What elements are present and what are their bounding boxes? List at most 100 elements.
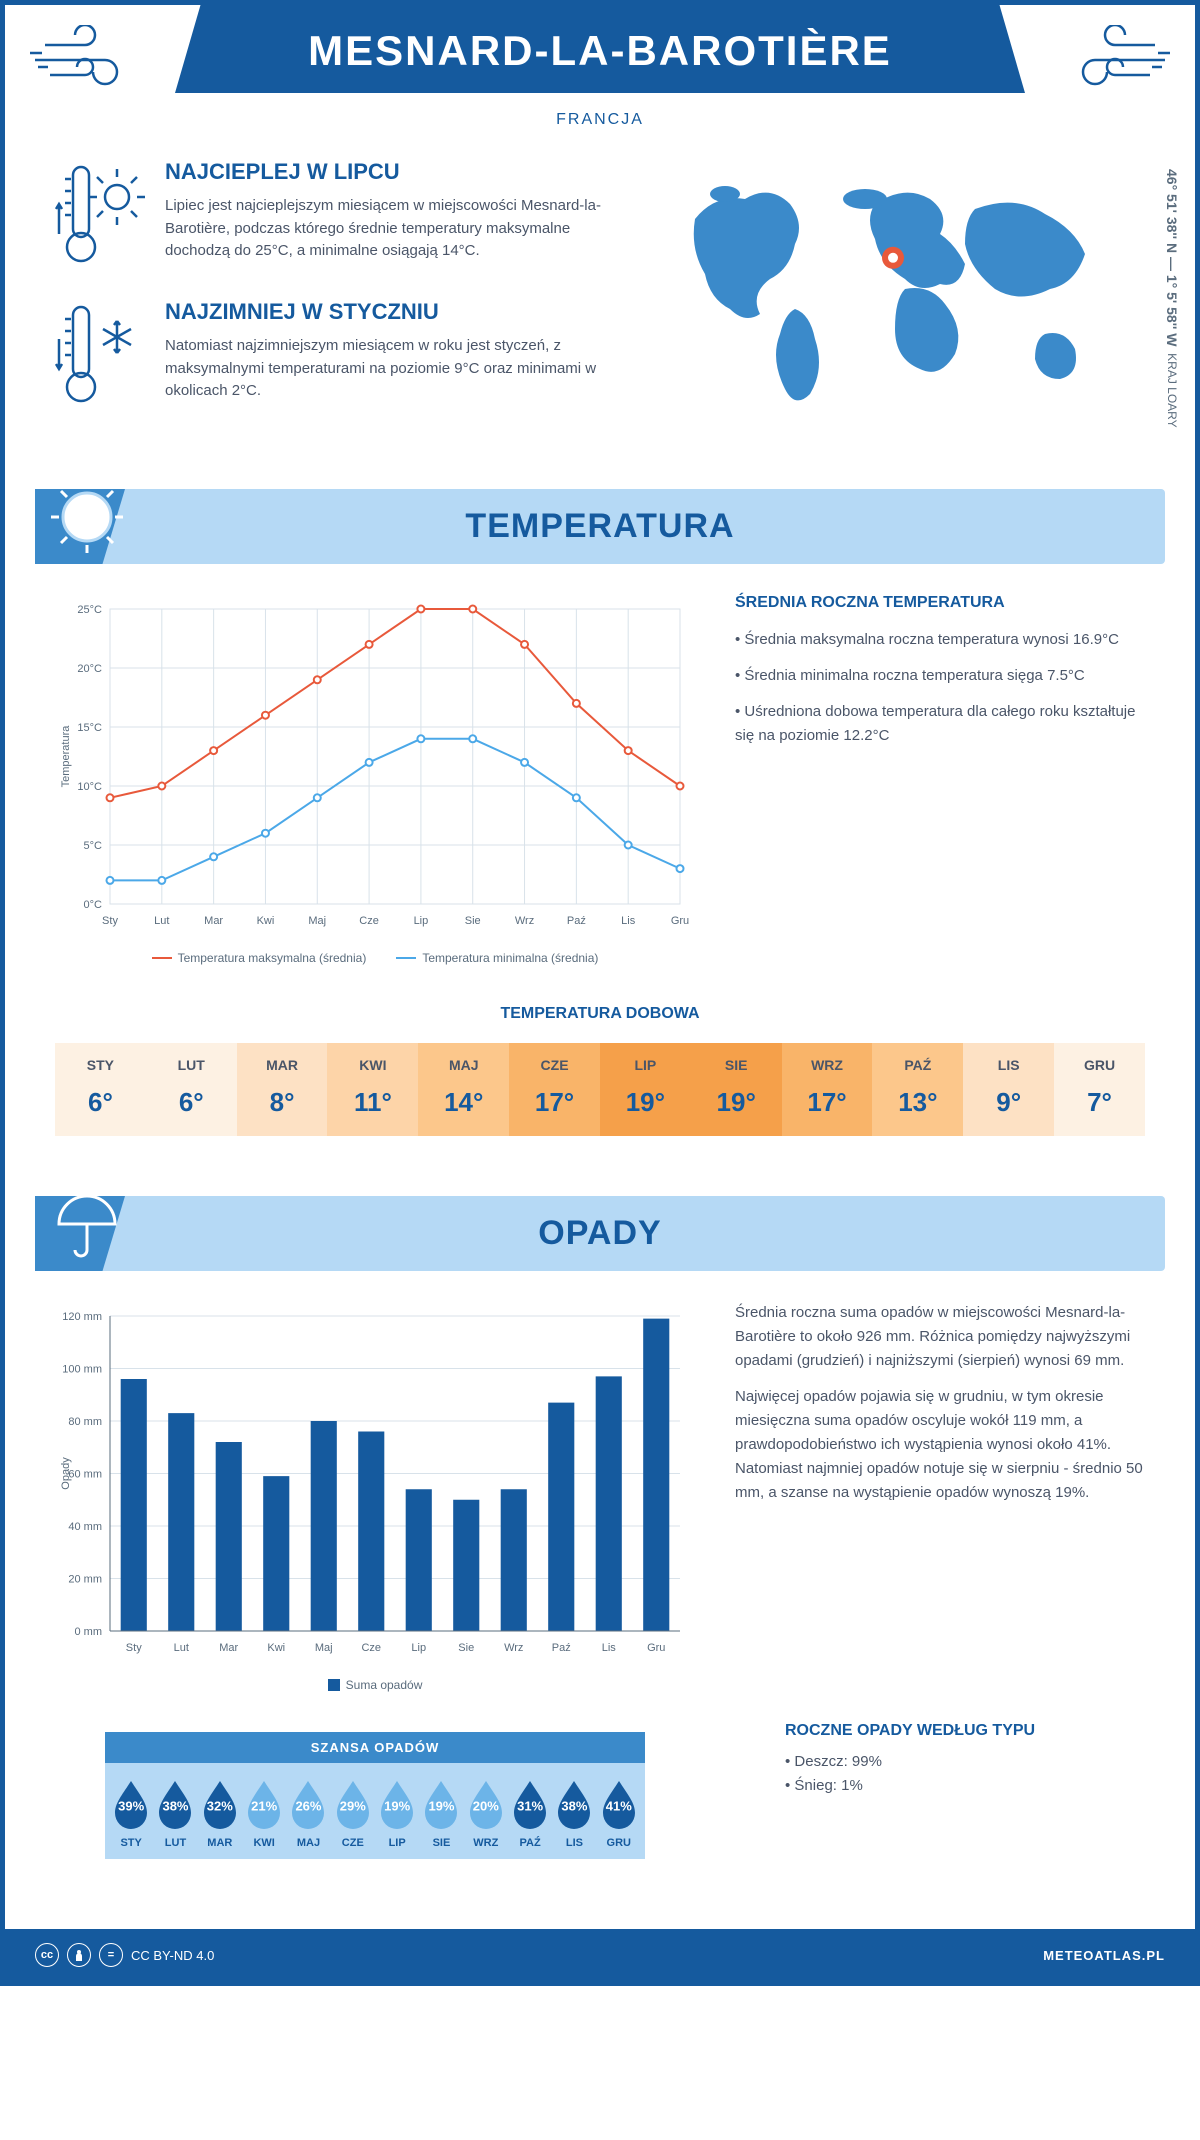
chance-cell: 19%SIE bbox=[419, 1777, 463, 1849]
chance-cell: 31%PAŹ bbox=[508, 1777, 552, 1849]
license-text: CC BY-ND 4.0 bbox=[131, 1948, 214, 1963]
svg-text:0°C: 0°C bbox=[84, 899, 103, 911]
svg-text:Wrz: Wrz bbox=[515, 915, 534, 927]
chance-cell: 19%LIP bbox=[375, 1777, 419, 1849]
daily-temp-cell: GRU7° bbox=[1054, 1043, 1145, 1136]
chance-title: SZANSA OPADÓW bbox=[105, 1732, 645, 1763]
chance-cell: 38%LIS bbox=[552, 1777, 596, 1849]
svg-text:Maj: Maj bbox=[315, 1642, 333, 1654]
sun-icon bbox=[47, 477, 127, 557]
hot-fact: NAJCIEPLEJ W LIPCU Lipiec jest najcieple… bbox=[55, 159, 635, 269]
svg-text:0 mm: 0 mm bbox=[75, 1626, 103, 1638]
svg-text:15°C: 15°C bbox=[77, 722, 102, 734]
daily-temp-title: TEMPERATURA DOBOWA bbox=[55, 1005, 1145, 1023]
infographic-page: MESNARD-LA-BAROTIÈRE FRANCJA bbox=[0, 0, 1200, 1986]
svg-text:Gru: Gru bbox=[671, 915, 689, 927]
svg-text:10°C: 10°C bbox=[77, 781, 102, 793]
svg-text:Sie: Sie bbox=[458, 1642, 474, 1654]
temperature-legend: Temperatura maksymalna (średnia) Tempera… bbox=[55, 951, 695, 965]
temperature-info: ŚREDNIA ROCZNA TEMPERATURA • Średnia mak… bbox=[735, 594, 1145, 965]
nd-icon: = bbox=[99, 1943, 123, 1967]
cc-icon: cc bbox=[35, 1943, 59, 1967]
wind-icon bbox=[30, 25, 150, 95]
site-name: METEOATLAS.PL bbox=[1043, 1948, 1165, 1963]
cold-fact: NAJZIMNIEJ W STYCZNIU Natomiast najzimni… bbox=[55, 299, 635, 409]
precip-text-1: Średnia roczna suma opadów w miejscowośc… bbox=[735, 1301, 1145, 1373]
by-icon bbox=[67, 1943, 91, 1967]
svg-text:Cze: Cze bbox=[361, 1642, 381, 1654]
section-title: TEMPERATURA bbox=[65, 507, 1135, 546]
thermometer-hot-icon bbox=[55, 159, 145, 269]
svg-text:Kwi: Kwi bbox=[257, 915, 275, 927]
chance-cell: 32%MAR bbox=[198, 1777, 242, 1849]
hot-fact-text: Lipiec jest najcieplejszym miesiącem w m… bbox=[165, 195, 635, 263]
svg-text:Opady: Opady bbox=[60, 1457, 72, 1490]
map-column: 46° 51' 38'' N — 1° 5' 58'' W KRAJ LOARY bbox=[665, 159, 1145, 439]
precipitation-chance-block: SZANSA OPADÓW 39%STY38%LUT32%MAR21%KWI26… bbox=[105, 1732, 645, 1859]
precipitation-legend: Suma opadów bbox=[55, 1678, 695, 1692]
cold-fact-text: Natomiast najzimniejszym miesiącem w rok… bbox=[165, 335, 635, 403]
cold-fact-title: NAJZIMNIEJ W STYCZNIU bbox=[165, 299, 635, 325]
svg-text:40 mm: 40 mm bbox=[68, 1521, 102, 1533]
precip-type-title: ROCZNE OPADY WEDŁUG TYPU bbox=[785, 1722, 1095, 1740]
world-map bbox=[665, 159, 1145, 419]
svg-text:20°C: 20°C bbox=[77, 663, 102, 675]
thermometer-cold-icon bbox=[55, 299, 145, 409]
daily-temp-cell: LIP19° bbox=[600, 1043, 691, 1136]
svg-text:Paź: Paź bbox=[567, 915, 586, 927]
svg-text:Sie: Sie bbox=[465, 915, 481, 927]
svg-text:Cze: Cze bbox=[359, 915, 379, 927]
section-title: OPADY bbox=[65, 1214, 1135, 1253]
daily-temp-cell: SIE19° bbox=[691, 1043, 782, 1136]
chance-cell: 26%MAJ bbox=[286, 1777, 330, 1849]
svg-text:Maj: Maj bbox=[308, 915, 326, 927]
svg-text:60 mm: 60 mm bbox=[68, 1469, 102, 1481]
svg-text:Wrz: Wrz bbox=[504, 1642, 523, 1654]
svg-text:Mar: Mar bbox=[219, 1642, 238, 1654]
daily-temp-cell: PAŹ13° bbox=[872, 1043, 963, 1136]
precipitation-info: Średnia roczna suma opadów w miejscowośc… bbox=[735, 1301, 1145, 1692]
svg-text:120 mm: 120 mm bbox=[62, 1311, 102, 1323]
precipitation-section: 0 mm 20 mm 40 mm 60 mm 80 mm 100 mm 120 mm Sty L… bbox=[5, 1271, 1195, 1722]
intro-section: NAJCIEPLEJ W LIPCU Lipiec jest najcieple… bbox=[5, 159, 1195, 469]
svg-text:Lis: Lis bbox=[602, 1642, 617, 1654]
precip-text-2: Najwięcej opadów pojawia się w grudniu, … bbox=[735, 1385, 1145, 1505]
location-marker-icon bbox=[882, 247, 904, 269]
svg-text:Mar: Mar bbox=[204, 915, 223, 927]
chance-cell: 21%KWI bbox=[242, 1777, 286, 1849]
svg-text:100 mm: 100 mm bbox=[62, 1364, 102, 1376]
umbrella-icon bbox=[47, 1184, 127, 1264]
svg-text:Sty: Sty bbox=[102, 915, 118, 927]
facts-column: NAJCIEPLEJ W LIPCU Lipiec jest najcieple… bbox=[55, 159, 635, 439]
precipitation-chart: 0 mm 20 mm 40 mm 60 mm 80 mm 100 mm 120 mm Sty L… bbox=[55, 1301, 695, 1692]
location-title: MESNARD-LA-BAROTIÈRE bbox=[215, 27, 985, 75]
country-label: FRANCJA bbox=[35, 93, 1165, 159]
daily-temperature-table: TEMPERATURA DOBOWA STY6°LUT6°MAR8°KWI11°… bbox=[5, 995, 1195, 1176]
chance-cell: 29%CZE bbox=[331, 1777, 375, 1849]
daily-temp-cell: CZE17° bbox=[509, 1043, 600, 1136]
temp-bullet: • Średnia maksymalna roczna temperatura … bbox=[735, 628, 1145, 652]
svg-text:Kwi: Kwi bbox=[267, 1642, 285, 1654]
svg-text:Lut: Lut bbox=[174, 1642, 189, 1654]
daily-temp-cell: MAR8° bbox=[237, 1043, 328, 1136]
header: MESNARD-LA-BAROTIÈRE FRANCJA bbox=[5, 5, 1195, 159]
daily-temp-cell: WRZ17° bbox=[782, 1043, 873, 1136]
footer: cc = CC BY-ND 4.0 METEOATLAS.PL bbox=[5, 1929, 1195, 1981]
svg-text:Sty: Sty bbox=[126, 1642, 142, 1654]
temperature-section-header: TEMPERATURA bbox=[35, 489, 1165, 564]
svg-text:5°C: 5°C bbox=[84, 840, 103, 852]
svg-text:80 mm: 80 mm bbox=[68, 1416, 102, 1428]
daily-temp-cell: STY6° bbox=[55, 1043, 146, 1136]
temp-info-title: ŚREDNIA ROCZNA TEMPERATURA bbox=[735, 594, 1145, 612]
license-block: cc = CC BY-ND 4.0 bbox=[35, 1943, 214, 1967]
precipitation-by-type: ROCZNE OPADY WEDŁUG TYPU • Deszcz: 99%• … bbox=[735, 1722, 1145, 1889]
temperature-section: 0°C5°C10°C15°C20°C25°CStyLutMarKwiMajCze… bbox=[5, 564, 1195, 995]
precip-type-line: • Deszcz: 99% bbox=[785, 1750, 1095, 1774]
chance-cell: 20%WRZ bbox=[464, 1777, 508, 1849]
daily-temp-cell: LIS9° bbox=[963, 1043, 1054, 1136]
precip-type-line: • Śnieg: 1% bbox=[785, 1774, 1095, 1798]
svg-text:20 mm: 20 mm bbox=[68, 1574, 102, 1586]
svg-text:25°C: 25°C bbox=[77, 604, 102, 616]
svg-text:Temperatura: Temperatura bbox=[60, 725, 72, 788]
svg-text:Lip: Lip bbox=[411, 1642, 426, 1654]
